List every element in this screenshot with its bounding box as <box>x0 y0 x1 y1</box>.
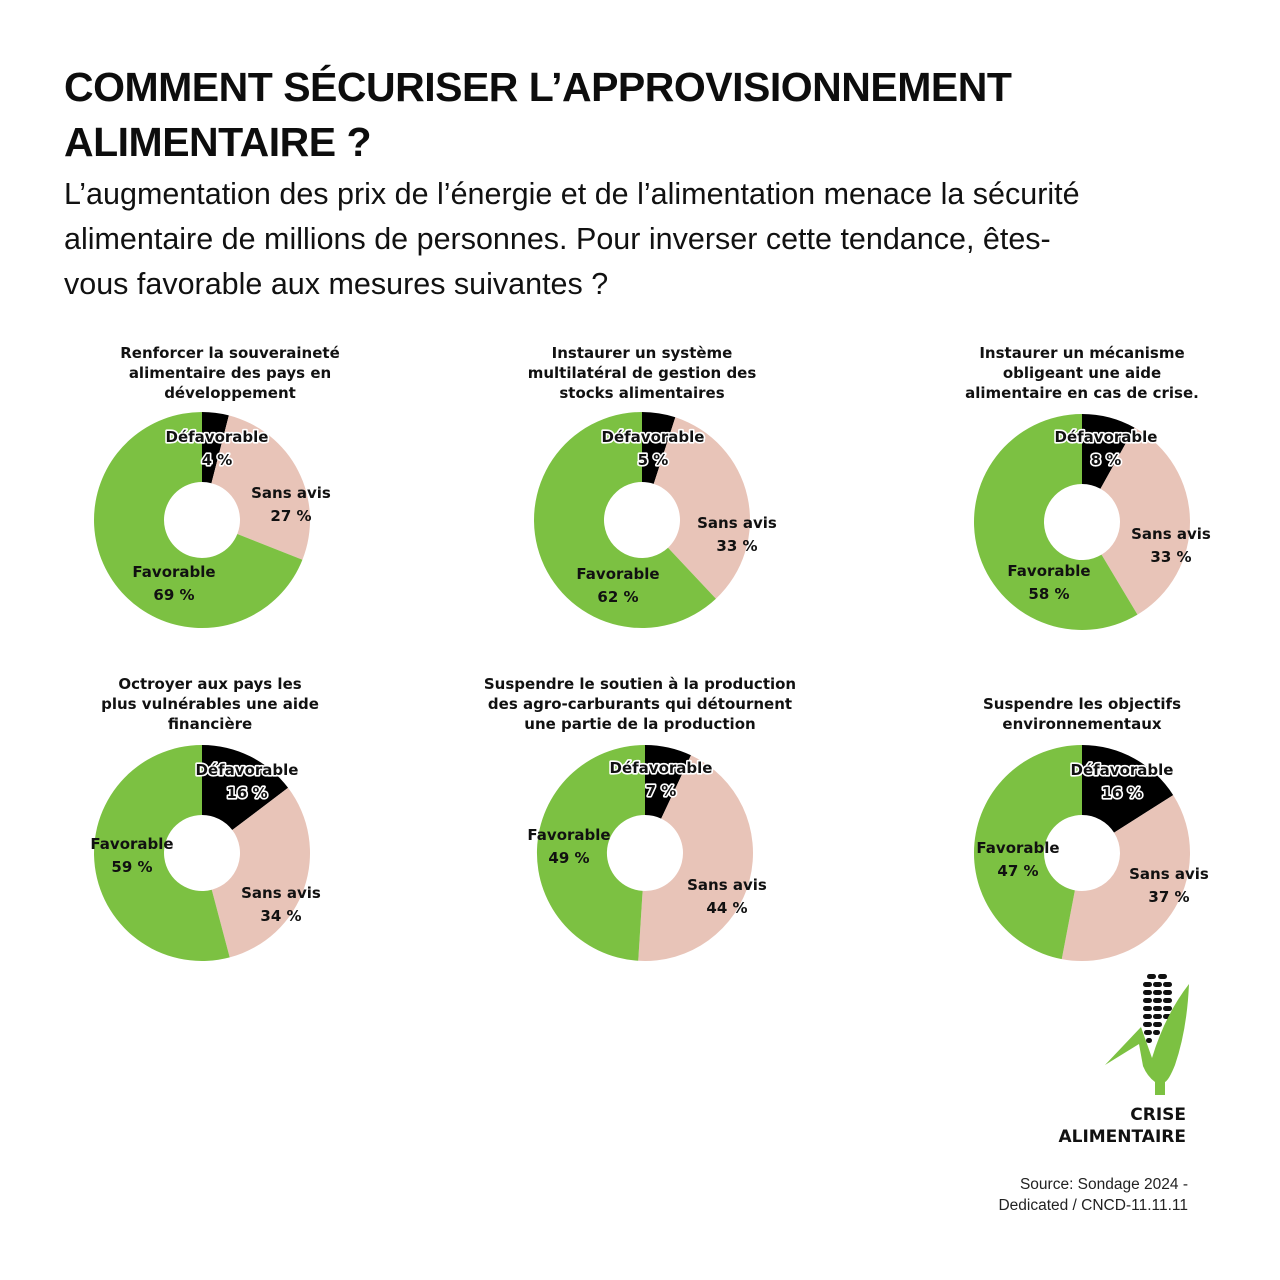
sans-avis-value: 27 % <box>270 507 311 525</box>
favorable-label: Favorable <box>90 835 173 853</box>
chart-title-line: Renforcer la souveraineté <box>120 344 340 362</box>
favorable-slice <box>94 412 303 628</box>
corn-icon <box>1105 974 1189 1095</box>
chart-title: Instaurer un mécanisme obligeant une aid… <box>930 343 1234 403</box>
sans-avis-slice <box>653 417 750 599</box>
favorable-label: Favorable <box>976 839 1059 857</box>
chart-title-line: obligeant une aide <box>1002 364 1162 382</box>
page-subtitle: L’augmentation des prix de l’énergie et … <box>64 177 1080 301</box>
defavorable-slice <box>202 745 289 831</box>
defavorable-value: 8 % <box>1091 451 1122 469</box>
chart-title: Renforcer la souveraineté alimentaire de… <box>72 343 388 403</box>
logo-text: CRISE ALIMENTAIRE <box>1058 1104 1186 1148</box>
defavorable-slice <box>1082 745 1174 833</box>
favorable-slice <box>973 745 1082 960</box>
chart-title: Suspendre les objectifs environnementaux <box>930 694 1234 734</box>
sans-avis-slice <box>211 787 311 958</box>
page-title: COMMENT SÉCURISER L’APPROVISIONNEMENT AL… <box>64 64 1012 165</box>
chart-title-line: une partie de la production <box>524 715 756 733</box>
defavorable-value: 5 % <box>638 451 669 469</box>
chart-title-line: multilatéral de gestion des <box>527 364 757 382</box>
defavorable-label: Défavorable <box>1055 428 1158 446</box>
chart-title-line: Suspendre le soutien à la production <box>483 675 797 693</box>
chart-title-line: alimentaire des pays en <box>128 364 332 382</box>
favorable-label: Favorable <box>527 826 610 844</box>
defavorable-label: Défavorable <box>602 428 705 446</box>
chart-title: Suspendre le soutien à la production des… <box>450 674 830 734</box>
chart-title-line: plus vulnérables une aide <box>101 695 319 713</box>
source-note: Source: Sondage 2024 - Dedicated / CNCD-… <box>998 1174 1188 1216</box>
defavorable-label: Défavorable <box>610 759 713 777</box>
chart-title: Octroyer aux pays les plus vulnérables u… <box>52 674 368 734</box>
chart-title-line: Suspendre les objectifs <box>982 695 1181 713</box>
defavorable-slice <box>202 412 229 484</box>
favorable-slice <box>973 414 1138 630</box>
sans-avis-label: Sans avis <box>697 514 777 532</box>
favorable-value: 47 % <box>997 862 1038 880</box>
sans-avis-label: Sans avis <box>241 884 321 902</box>
sans-avis-label: Sans avis <box>687 876 767 894</box>
favorable-value: 62 % <box>597 588 638 606</box>
donut <box>534 412 750 628</box>
chart-title-line: financière <box>167 715 253 733</box>
sans-avis-slice <box>211 415 311 560</box>
favorable-slice <box>94 745 230 961</box>
donut <box>94 412 311 628</box>
chart-title-line: stocks alimentaires <box>559 384 725 402</box>
defavorable-slice <box>645 745 691 819</box>
defavorable-value: 16 % <box>226 784 267 802</box>
favorable-label: Favorable <box>576 565 659 583</box>
donut <box>973 745 1191 962</box>
defavorable-label: Défavorable <box>1071 761 1174 779</box>
source-line: Source: Sondage 2024 - <box>1019 1176 1188 1193</box>
sans-avis-value: 33 % <box>716 537 757 555</box>
chart-title-line: développement <box>164 384 296 402</box>
sans-avis-slice <box>638 755 753 962</box>
sans-avis-label: Sans avis <box>1131 525 1211 543</box>
donut <box>536 745 753 962</box>
logo-line: CRISE <box>1130 1105 1186 1125</box>
sans-avis-label: Sans avis <box>251 484 331 502</box>
favorable-label: Favorable <box>132 563 215 581</box>
sans-avis-value: 44 % <box>706 899 747 917</box>
sans-avis-value: 33 % <box>1150 548 1191 566</box>
defavorable-label: Défavorable <box>196 761 299 779</box>
chart-title-line: Instaurer un mécanisme <box>979 344 1185 362</box>
chart-title-line: alimentaire en cas de crise. <box>965 384 1199 402</box>
favorable-value: 58 % <box>1028 585 1069 603</box>
chart-title-line: environnementaux <box>1002 715 1162 733</box>
source-line: Dedicated / CNCD-11.11.11 <box>998 1197 1188 1214</box>
chart-title: Instaurer un système multilatéral de ges… <box>480 343 804 403</box>
favorable-slice <box>534 412 716 628</box>
donut <box>973 414 1191 630</box>
chart-title-line: Instaurer un système <box>551 344 733 362</box>
sans-avis-value: 34 % <box>260 907 301 925</box>
sans-avis-slice <box>1100 427 1191 615</box>
sans-avis-slice <box>1061 795 1191 962</box>
favorable-slice <box>536 745 645 961</box>
sans-avis-label: Sans avis <box>1129 865 1209 883</box>
defavorable-label: Défavorable <box>166 428 269 446</box>
defavorable-slice <box>642 412 676 484</box>
favorable-value: 69 % <box>153 586 194 604</box>
favorable-value: 49 % <box>548 849 589 867</box>
chart-title-line: Octroyer aux pays les <box>118 675 302 693</box>
defavorable-value: 16 % <box>1101 784 1142 802</box>
defavorable-value: 4 % <box>202 451 233 469</box>
defavorable-value: 7 % <box>646 782 677 800</box>
favorable-value: 59 % <box>111 858 152 876</box>
donut <box>94 745 311 961</box>
favorable-label: Favorable <box>1007 562 1090 580</box>
sans-avis-value: 37 % <box>1148 888 1189 906</box>
chart-title-line: des agro-carburants qui détournent <box>487 695 793 713</box>
defavorable-slice <box>1082 414 1135 489</box>
logo-line: ALIMENTAIRE <box>1058 1127 1186 1147</box>
